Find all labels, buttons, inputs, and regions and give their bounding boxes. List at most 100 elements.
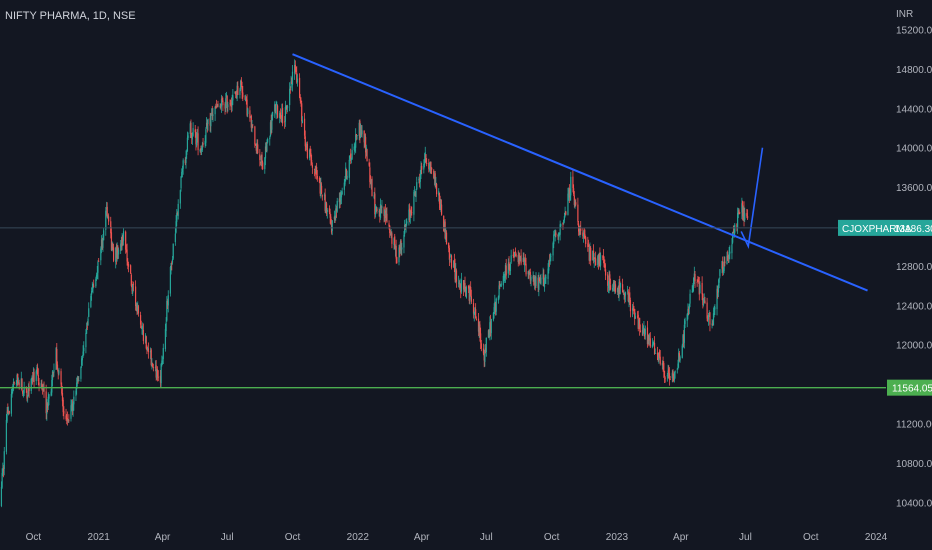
candle-body bbox=[90, 295, 92, 307]
candle-body bbox=[639, 330, 641, 332]
candle-body bbox=[520, 255, 522, 264]
candle-body bbox=[634, 316, 636, 319]
candle-body bbox=[16, 374, 18, 383]
candle-body bbox=[603, 260, 605, 267]
candle-body bbox=[41, 383, 43, 390]
candle-body bbox=[137, 305, 139, 312]
candle-body bbox=[23, 387, 25, 394]
candle-body bbox=[27, 387, 29, 397]
candle-body bbox=[693, 277, 695, 287]
candle-body bbox=[532, 275, 534, 279]
candle-body bbox=[35, 371, 37, 381]
candle-body bbox=[98, 260, 100, 262]
candle-body bbox=[271, 117, 273, 130]
candle-body bbox=[314, 171, 316, 175]
candle-body bbox=[301, 103, 303, 122]
candle-body bbox=[181, 171, 183, 177]
candle-body bbox=[738, 210, 740, 215]
candle-body bbox=[364, 135, 366, 142]
projection-path[interactable] bbox=[740, 147, 764, 249]
x-tick-label: 2022 bbox=[347, 532, 370, 543]
candle-body bbox=[76, 377, 78, 384]
candle-body bbox=[714, 307, 716, 310]
candle-body bbox=[550, 256, 552, 258]
candle-body bbox=[207, 118, 209, 125]
candle-body bbox=[97, 261, 99, 273]
time-axis-panel[interactable] bbox=[0, 522, 886, 550]
candle-body bbox=[259, 161, 262, 164]
candle-body bbox=[723, 261, 725, 272]
candle-body bbox=[400, 240, 402, 251]
candle-body bbox=[667, 370, 669, 374]
candle-body bbox=[180, 176, 182, 189]
candle-body bbox=[329, 212, 331, 218]
candles-layer bbox=[0, 59, 749, 508]
candle-body bbox=[510, 255, 512, 263]
candle-body bbox=[618, 282, 620, 297]
candle-body bbox=[482, 348, 485, 354]
candle-body bbox=[349, 155, 351, 160]
candle-body bbox=[279, 112, 282, 118]
candle-body bbox=[499, 284, 501, 286]
candle-body bbox=[453, 260, 455, 267]
candle-body bbox=[707, 318, 709, 320]
candle-body bbox=[413, 191, 415, 215]
candle-body bbox=[391, 233, 393, 244]
candle-body bbox=[112, 247, 115, 261]
candle-body bbox=[657, 354, 659, 360]
candle-body bbox=[43, 387, 45, 392]
candle-body bbox=[409, 208, 411, 217]
candle-body bbox=[369, 167, 371, 183]
candle-body bbox=[85, 332, 87, 348]
candle-body bbox=[560, 224, 562, 226]
candle-body bbox=[172, 243, 174, 259]
candle-body bbox=[438, 191, 440, 196]
candle-body bbox=[604, 269, 607, 276]
candle-body bbox=[385, 212, 387, 217]
candle-body bbox=[254, 126, 256, 145]
candle-body bbox=[175, 221, 177, 233]
candle-body bbox=[102, 238, 104, 248]
candle-body bbox=[275, 105, 277, 115]
candle-body bbox=[475, 309, 477, 319]
price-axis-panel[interactable] bbox=[886, 0, 932, 550]
candle-body bbox=[225, 98, 227, 109]
candle-body bbox=[458, 283, 460, 285]
candle-body bbox=[311, 160, 313, 164]
candle-body bbox=[186, 151, 188, 155]
candle-body bbox=[325, 203, 328, 214]
candle-body bbox=[194, 129, 196, 133]
candle-body bbox=[529, 271, 531, 281]
candle-body bbox=[112, 247, 114, 249]
candle-body bbox=[514, 252, 516, 257]
candle-body bbox=[100, 248, 102, 261]
candle-body bbox=[139, 315, 142, 325]
candle-body bbox=[38, 382, 40, 386]
candle-body bbox=[335, 208, 337, 219]
x-tick-label: 2024 bbox=[865, 532, 888, 543]
candle-body bbox=[547, 268, 549, 279]
candle-body bbox=[582, 234, 585, 238]
candle-body bbox=[47, 396, 49, 407]
candle-body bbox=[166, 300, 168, 321]
trendline[interactable] bbox=[292, 53, 868, 292]
candle-body bbox=[524, 259, 526, 262]
candle-body bbox=[394, 245, 397, 251]
candle-body bbox=[196, 134, 198, 138]
candle-body bbox=[504, 276, 506, 278]
candle-body bbox=[201, 149, 203, 151]
candle-body bbox=[508, 262, 510, 270]
candle-body bbox=[474, 307, 476, 312]
candle-body bbox=[100, 239, 103, 250]
candle-body bbox=[370, 179, 372, 186]
candle-body bbox=[702, 304, 705, 305]
candle-body bbox=[393, 238, 395, 246]
last-price-tag[interactable] bbox=[838, 219, 932, 236]
candle-body bbox=[348, 159, 350, 178]
candle-body bbox=[644, 328, 646, 335]
candle-body bbox=[174, 233, 176, 243]
candle-body bbox=[701, 282, 703, 295]
candle-body bbox=[196, 138, 198, 146]
candle-body bbox=[543, 275, 545, 286]
